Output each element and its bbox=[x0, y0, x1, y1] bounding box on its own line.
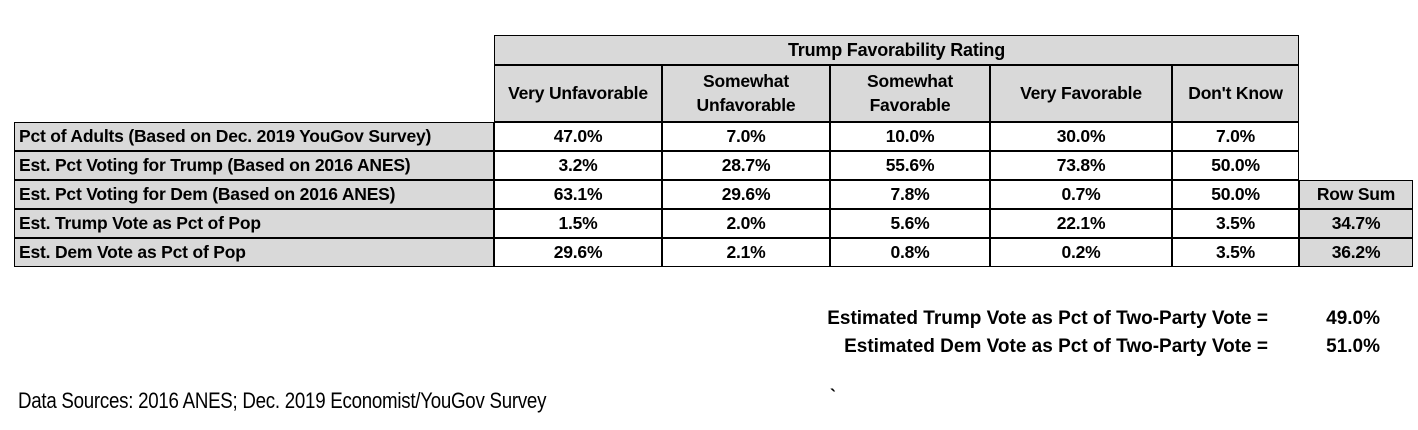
table-cell: 50.0% bbox=[1172, 180, 1299, 209]
data-sources-note: Data Sources: 2016 ANES; Dec. 2019 Econo… bbox=[18, 388, 547, 413]
table-cell: 63.1% bbox=[494, 180, 662, 209]
row-label: Est. Dem Vote as Pct of Pop bbox=[14, 238, 494, 267]
table-cell: 22.1% bbox=[990, 209, 1172, 238]
column-header-very-favorable: Very Favorable bbox=[990, 65, 1172, 122]
column-header-very-unfavorable: Very Unfavorable bbox=[494, 65, 662, 122]
favorability-table: Trump Favorability Rating Very Unfavorab… bbox=[14, 35, 1413, 267]
table-cell: 28.7% bbox=[662, 151, 830, 180]
table-cell: 73.8% bbox=[990, 151, 1172, 180]
row-label: Est. Trump Vote as Pct of Pop bbox=[14, 209, 494, 238]
table-cell: 29.6% bbox=[662, 180, 830, 209]
table-cell: 10.0% bbox=[830, 122, 990, 151]
stray-backtick: ` bbox=[830, 386, 836, 406]
table-cell: 47.0% bbox=[494, 122, 662, 151]
two-party-vote-summary: Estimated Trump Vote as Pct of Two-Party… bbox=[700, 305, 1380, 361]
table-cell: 1.5% bbox=[494, 209, 662, 238]
table-cell: 3.5% bbox=[1172, 209, 1299, 238]
row-label: Est. Pct Voting for Trump (Based on 2016… bbox=[14, 151, 494, 180]
table-cell: 0.8% bbox=[830, 238, 990, 267]
summary-label: Estimated Trump Vote as Pct of Two-Party… bbox=[827, 308, 1268, 329]
summary-label: Estimated Dem Vote as Pct of Two-Party V… bbox=[844, 336, 1268, 357]
row-label: Pct of Adults (Based on Dec. 2019 YouGov… bbox=[14, 122, 494, 151]
table-cell: 3.5% bbox=[1172, 238, 1299, 267]
table-cell: 7.0% bbox=[662, 122, 830, 151]
table-cell: 55.6% bbox=[830, 151, 990, 180]
row-label: Est. Pct Voting for Dem (Based on 2016 A… bbox=[14, 180, 494, 209]
summary-value: 51.0% bbox=[1326, 336, 1380, 357]
column-header-somewhat-unfavorable: Somewhat Unfavorable bbox=[662, 65, 830, 122]
row-sum-value: 36.2% bbox=[1299, 238, 1413, 267]
table-cell: 7.8% bbox=[830, 180, 990, 209]
summary-line-dem: Estimated Dem Vote as Pct of Two-Party V… bbox=[700, 333, 1380, 361]
table-title: Trump Favorability Rating bbox=[494, 35, 1299, 65]
table-cell: 29.6% bbox=[494, 238, 662, 267]
summary-line-trump: Estimated Trump Vote as Pct of Two-Party… bbox=[700, 305, 1380, 333]
table-cell: 2.0% bbox=[662, 209, 830, 238]
summary-value: 49.0% bbox=[1326, 308, 1380, 329]
table-cell: 3.2% bbox=[494, 151, 662, 180]
table-cell: 7.0% bbox=[1172, 122, 1299, 151]
row-sum-value: 34.7% bbox=[1299, 209, 1413, 238]
column-header-dont-know: Don't Know bbox=[1172, 65, 1299, 122]
column-header-somewhat-favorable: Somewhat Favorable bbox=[830, 65, 990, 122]
table-cell: 0.2% bbox=[990, 238, 1172, 267]
row-sum-header: Row Sum bbox=[1299, 180, 1413, 209]
table-cell: 50.0% bbox=[1172, 151, 1299, 180]
table-cell: 2.1% bbox=[662, 238, 830, 267]
table-cell: 5.6% bbox=[830, 209, 990, 238]
table-cell: 30.0% bbox=[990, 122, 1172, 151]
table-cell: 0.7% bbox=[990, 180, 1172, 209]
